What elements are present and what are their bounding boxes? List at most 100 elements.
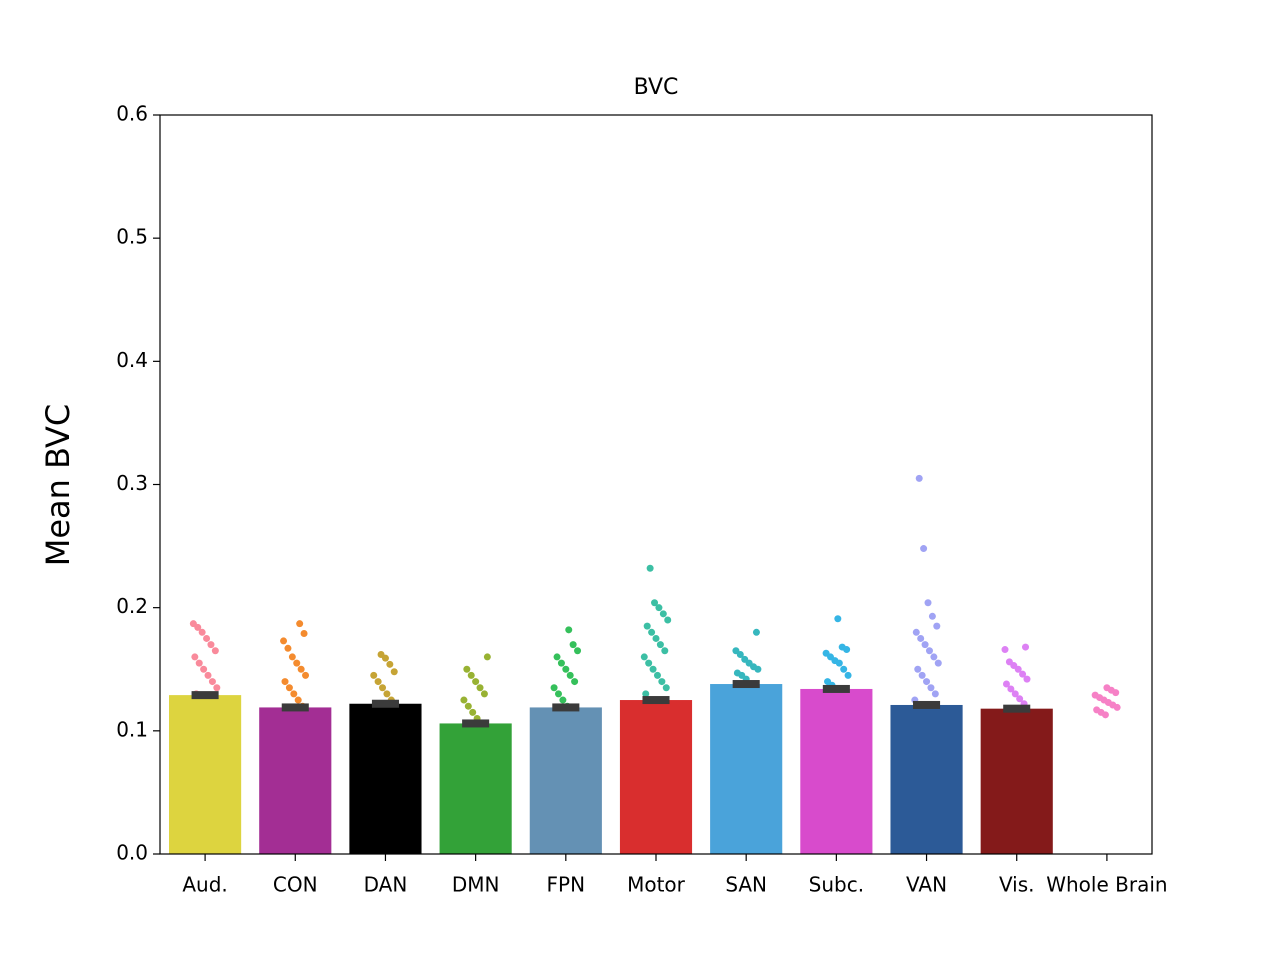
strip-point [1007,685,1015,693]
strip-point [381,654,389,662]
strip-point [661,647,669,655]
x-tick-label: DAN [364,873,408,897]
strip-point [374,678,382,686]
strip-point [464,702,472,710]
strip-point [550,684,558,692]
strip-point [370,671,378,679]
strip-point [915,474,923,482]
strip-point [924,599,932,607]
bar [890,704,963,854]
strip-point [928,612,936,620]
y-tick-label: 0.3 [116,471,148,495]
strip-point [834,615,842,623]
strip-point [200,665,208,673]
strip-point [1011,690,1019,698]
y-axis-label: Mean BVC [39,404,77,567]
strip-point [1016,695,1024,703]
x-tick-label: Motor [627,873,686,897]
strip-point [931,690,939,698]
strip-point [195,659,203,667]
strip-point [198,628,206,636]
strip-point [736,650,744,658]
strip-point [648,628,656,636]
strip-point [1019,670,1027,678]
strip-point [204,671,212,679]
mean-marker [552,703,580,712]
strip-point [655,604,663,612]
strip-point [658,678,666,686]
strip-point [651,599,659,607]
strip-point [1023,675,1031,683]
strip-point [642,690,650,698]
strip-point [925,647,933,655]
strip-point [927,684,935,692]
bar [259,707,332,854]
x-tick-label: VAN [906,873,947,897]
mean-marker [281,703,309,712]
strip-point [290,690,298,698]
strip-point [1002,680,1010,688]
strip-point [483,653,491,661]
mean-marker [732,680,760,689]
strip-point [752,628,760,636]
strip-point [917,634,925,642]
strip-point [569,641,577,649]
mean-marker [1003,704,1031,713]
plot-frame [159,114,1153,855]
strip-point [476,684,484,692]
y-tick-label: 0.5 [116,225,148,249]
strip-point [297,665,305,673]
strip-point [207,641,215,649]
y-tick-label: 0.1 [116,717,148,741]
strip-point [1014,665,1022,673]
x-tick-label: Aud. [182,873,227,897]
strip-point [386,660,394,668]
x-tick-label: DMN [452,873,500,897]
strip-point [652,634,660,642]
strip-point [294,696,302,704]
strip-point [844,671,852,679]
strip-point [1112,689,1120,697]
chart-title: BVC [634,75,679,100]
strip-point [934,659,942,667]
strip-point [191,653,199,661]
strip-point [1022,643,1030,651]
strip-point [203,634,211,642]
strip-point [1113,703,1121,711]
mean-marker [642,696,670,705]
strip-point [656,641,664,649]
strip-point [194,623,202,631]
strip-point [1001,646,1009,654]
strip-point [653,671,661,679]
mean-marker [191,691,219,700]
x-tick-label: SAN [725,873,767,897]
strip-point [480,690,488,698]
strip-point [640,653,648,661]
strip-point [557,659,565,667]
bar [349,703,422,854]
strip-point [566,671,574,679]
strip-point [920,545,928,553]
strip-point [659,610,667,618]
strip-point [835,659,843,667]
x-tick-label: Vis. [999,873,1035,897]
strip-point [293,659,301,667]
strip-point [460,696,468,704]
bar [710,684,783,854]
strip-point [469,708,477,716]
y-tick-label: 0.2 [116,594,148,618]
strip-point [208,678,216,686]
strip-point [646,564,654,572]
mean-marker [913,700,941,709]
x-tick-label: Subc. [809,873,864,897]
strip-point [649,665,657,673]
bar [980,708,1053,854]
strip-point [923,678,931,686]
strip-point [300,630,308,638]
strip-point [562,665,570,673]
x-tick-label: Whole Brain [1046,873,1167,897]
strip-point [574,647,582,655]
mean-marker [371,699,399,708]
strip-point [1101,711,1109,719]
